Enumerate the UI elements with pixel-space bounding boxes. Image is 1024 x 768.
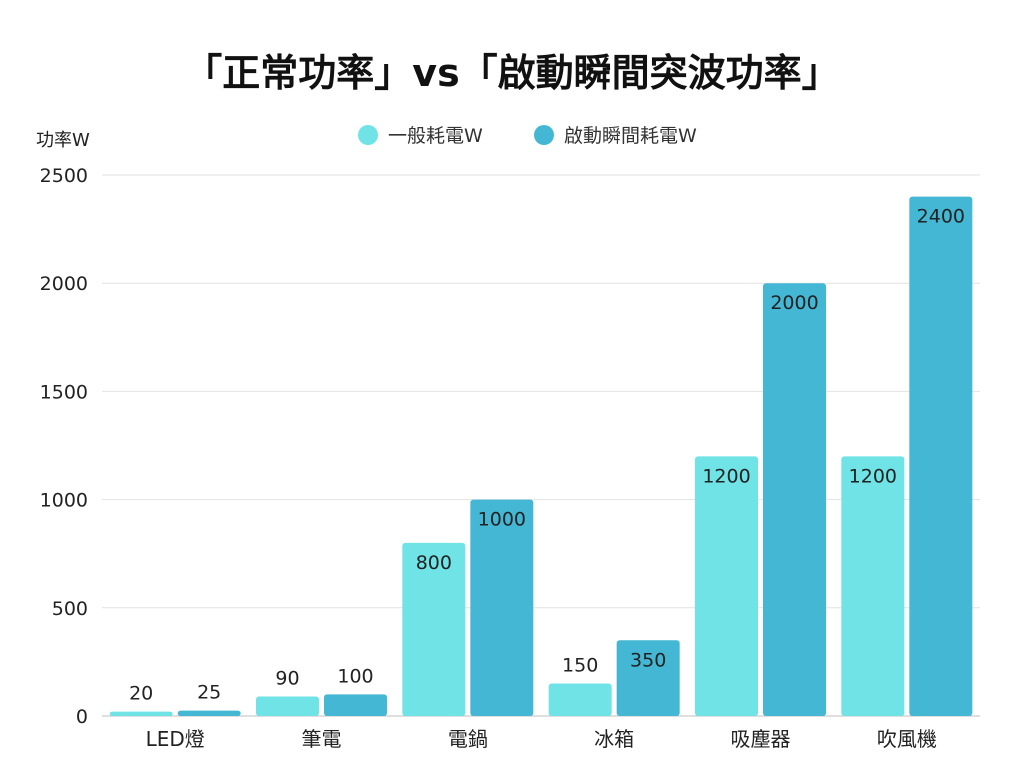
x-tick-label: 電鍋: [448, 727, 488, 751]
y-tick-label: 0: [76, 706, 88, 728]
x-tick-label: LED燈: [146, 727, 205, 751]
x-tick-label: 筆電: [302, 727, 342, 751]
data-label: 1200: [702, 465, 750, 487]
data-label: 1200: [849, 465, 897, 487]
data-label: 1000: [478, 509, 526, 531]
legend: 一般耗電W 啟動瞬間耗電W: [358, 125, 697, 147]
data-label: 2400: [917, 206, 965, 228]
bar: [402, 542, 466, 716]
bar: [109, 711, 173, 716]
data-label: 100: [337, 665, 373, 687]
legend-label: 一般耗電W: [388, 125, 483, 147]
bar: [548, 683, 612, 716]
legend-swatch: [534, 125, 554, 145]
data-label: 90: [275, 668, 299, 690]
bar: [763, 283, 826, 716]
y-tick-label: 2500: [40, 165, 88, 187]
chart-title: 「正常功率」vs「啟動瞬間突波功率」: [184, 51, 839, 95]
y-tick-label: 500: [52, 598, 88, 620]
bar: [177, 710, 241, 716]
y-axis-ticks: 0 500 1000 1500 2000 2500: [40, 165, 88, 728]
gridlines: [102, 174, 980, 717]
y-tick-label: 1000: [40, 490, 88, 512]
data-label: 2000: [770, 292, 818, 314]
y-tick-label: 1500: [40, 381, 88, 403]
x-axis-labels: LED燈 筆電 電鍋 冰箱 吸塵器 吹風機: [146, 727, 937, 751]
x-tick-label: 吸塵器: [731, 727, 791, 751]
data-label: 150: [562, 655, 598, 677]
bar: [256, 696, 319, 716]
data-label: 350: [630, 649, 666, 671]
bars: 20 25 90 100 800 1000 150 350 1200 2000 1200 2400: [109, 196, 973, 716]
data-label: 20: [129, 683, 153, 705]
x-tick-label: 吹風機: [877, 727, 937, 751]
bar: [695, 456, 758, 716]
bar: [616, 640, 680, 716]
bar: [909, 196, 973, 716]
legend-swatch: [358, 125, 378, 145]
data-label: 800: [416, 552, 452, 574]
x-tick-label: 冰箱: [594, 727, 634, 751]
y-axis-label: 功率W: [36, 130, 90, 151]
bar: [324, 694, 387, 716]
y-tick-label: 2000: [40, 273, 88, 295]
legend-label: 啟動瞬間耗電W: [564, 125, 697, 147]
bar: [470, 499, 534, 716]
bar: [841, 456, 905, 716]
data-label: 25: [197, 682, 221, 704]
